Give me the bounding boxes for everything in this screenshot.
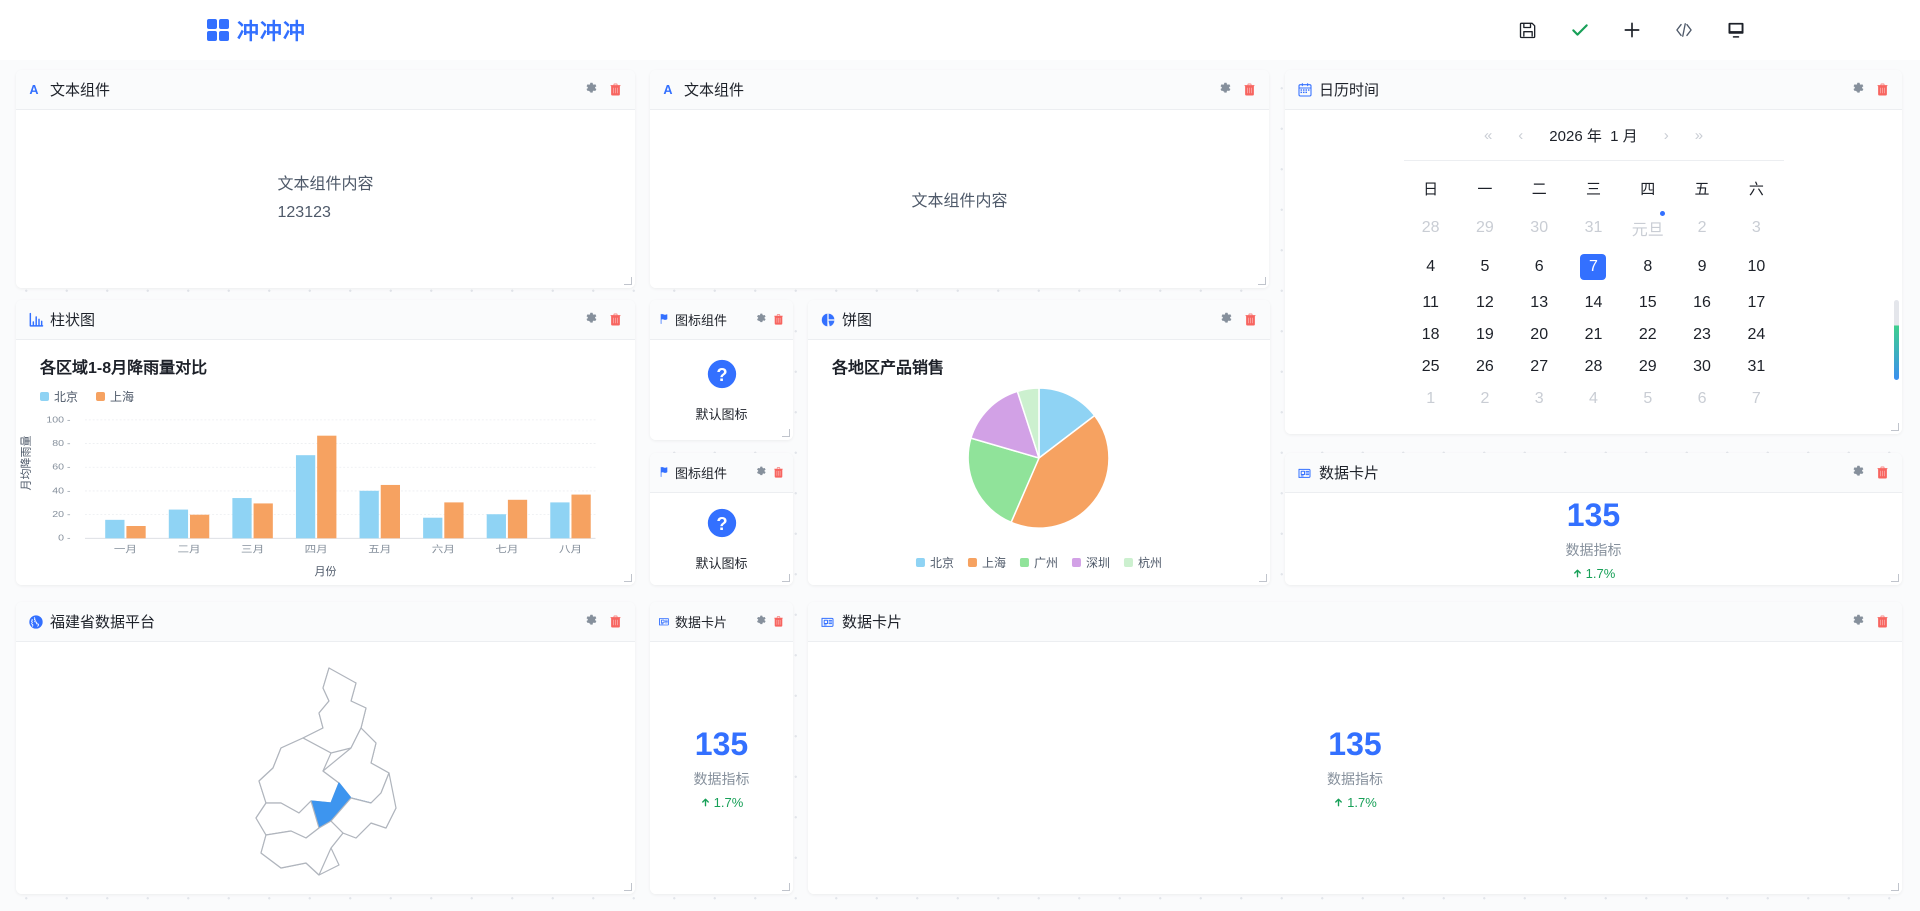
svg-text:五月: 五月 xyxy=(368,544,391,555)
svg-text:?: ? xyxy=(716,364,727,385)
svg-text:80 -: 80 - xyxy=(52,439,70,449)
svg-text:一月: 一月 xyxy=(114,544,137,555)
svg-text:100 -: 100 - xyxy=(46,415,70,425)
svg-text:七月: 七月 xyxy=(495,544,518,555)
svg-text:40 -: 40 - xyxy=(52,486,70,496)
svg-text:20 -: 20 - xyxy=(52,510,70,520)
svg-text:60 -: 60 - xyxy=(52,462,70,472)
svg-text:A: A xyxy=(29,83,38,97)
svg-text:A: A xyxy=(663,83,672,97)
svg-text:三月: 三月 xyxy=(241,544,264,555)
svg-text:?: ? xyxy=(716,513,727,534)
svg-text:0 -: 0 - xyxy=(58,534,70,544)
svg-text:六月: 六月 xyxy=(432,544,455,555)
svg-text:四月: 四月 xyxy=(305,544,328,555)
svg-text:八月: 八月 xyxy=(559,544,582,555)
svg-text:二月: 二月 xyxy=(177,544,200,555)
